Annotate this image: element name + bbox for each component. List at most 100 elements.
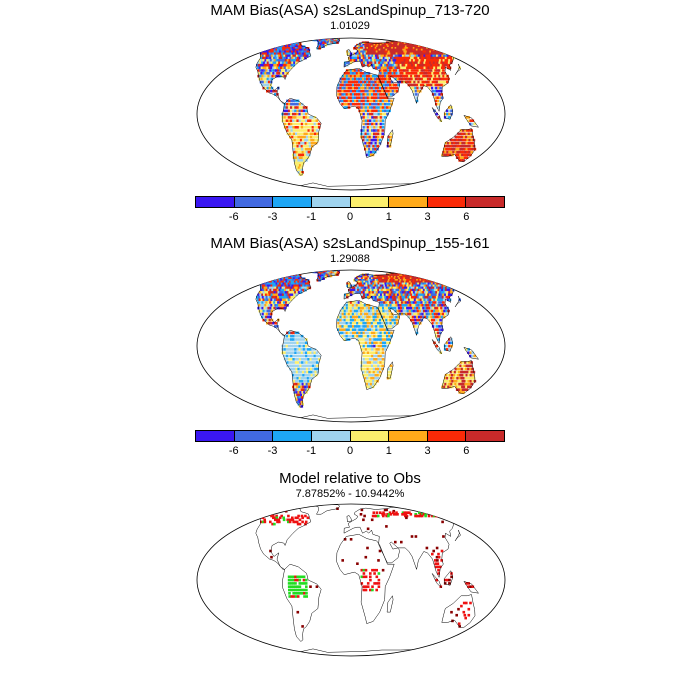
bias-cell xyxy=(307,284,311,288)
bias-cell xyxy=(368,141,371,145)
bias-cell xyxy=(285,338,289,341)
bias-cell xyxy=(434,42,438,46)
bias-cell xyxy=(469,373,473,377)
bias-cell xyxy=(458,382,461,386)
bias-cell xyxy=(281,54,285,58)
bias-cell xyxy=(392,54,396,58)
bias-cell xyxy=(419,304,422,307)
bias-cell xyxy=(414,272,417,275)
bias-cell xyxy=(364,293,368,297)
bias-cell xyxy=(400,275,404,279)
bias-cell xyxy=(311,348,314,351)
bias-cell xyxy=(369,348,372,351)
bias-cell xyxy=(443,277,447,280)
bias-cell xyxy=(297,159,300,162)
bias-cell xyxy=(414,277,418,280)
bias-cell xyxy=(418,284,422,288)
bias-cell xyxy=(322,43,326,47)
bias-cell xyxy=(286,126,289,129)
bias-cell xyxy=(409,298,413,302)
bias-cell xyxy=(381,93,384,96)
bias-cell xyxy=(450,376,453,380)
bias-cell xyxy=(261,69,264,72)
bias-cell xyxy=(444,376,447,380)
bias-cell xyxy=(379,275,383,279)
bias-cell xyxy=(437,86,440,90)
bias-cell xyxy=(285,122,289,126)
bias-cell xyxy=(485,156,488,159)
bias-cell xyxy=(438,45,442,48)
bias-cell xyxy=(274,293,277,297)
bias-cell xyxy=(425,293,428,297)
bias-cell xyxy=(371,328,374,331)
bias-cell xyxy=(456,382,459,386)
bias-cell xyxy=(282,284,286,288)
bias-cell xyxy=(414,54,417,58)
bias-cell xyxy=(370,89,374,93)
bias-cell xyxy=(470,138,474,142)
bias-cell xyxy=(259,43,263,47)
bias-cell xyxy=(379,338,383,341)
bias-cell xyxy=(260,288,263,292)
bias-cell xyxy=(440,275,443,279)
bias-cell xyxy=(376,315,380,319)
bias-cell xyxy=(411,41,415,44)
bias-cell xyxy=(286,279,290,282)
bias-cell xyxy=(465,367,468,371)
bias-cell xyxy=(434,63,437,67)
bias-cell xyxy=(430,52,434,56)
bias-cell xyxy=(408,284,411,288)
bias-cell xyxy=(388,288,391,292)
bias-cell xyxy=(449,385,452,389)
bias-cell xyxy=(367,306,371,310)
bias-cell xyxy=(431,89,435,93)
bias-cell xyxy=(305,361,308,364)
bias-cell xyxy=(271,63,274,67)
bias-cell xyxy=(449,370,453,374)
bias-cell xyxy=(259,273,263,276)
bias-cell xyxy=(378,63,382,67)
bias-cell xyxy=(375,325,378,328)
bias-cell xyxy=(458,135,462,139)
bias-cell xyxy=(431,318,434,322)
bias-cell xyxy=(402,61,406,65)
bias-cell xyxy=(257,69,261,72)
bias-cell xyxy=(388,52,392,56)
bias-cell xyxy=(379,69,382,72)
bias-cell xyxy=(372,293,375,297)
bias-cell xyxy=(297,42,300,46)
bias-cell xyxy=(380,48,383,52)
bias-cell xyxy=(423,66,427,70)
bias-cell xyxy=(411,284,415,288)
bias-cell xyxy=(354,328,357,331)
bias-cell xyxy=(419,280,422,284)
bias-cell xyxy=(263,69,266,72)
bias-cell xyxy=(295,54,299,58)
bias-cell xyxy=(362,286,365,290)
bias-cell xyxy=(417,274,421,278)
bias-cell xyxy=(399,295,403,299)
bias-cell xyxy=(408,277,411,280)
bias-cell xyxy=(314,370,317,374)
bias-cell xyxy=(454,135,458,139)
bias-cell xyxy=(439,47,442,50)
bias-cell xyxy=(285,344,289,348)
bias-cell xyxy=(414,275,418,279)
bias-cell xyxy=(434,306,437,310)
bias-cell xyxy=(416,45,419,48)
bias-cell xyxy=(457,388,461,391)
bias-cell xyxy=(353,80,357,84)
bias-cell xyxy=(307,379,310,383)
bias-cell xyxy=(288,41,291,44)
bias-cell xyxy=(362,364,365,368)
bias-cell xyxy=(415,298,419,302)
bias-cell xyxy=(433,66,436,70)
bias-cell xyxy=(404,284,407,288)
bias-cell xyxy=(414,306,417,310)
bias-cell xyxy=(274,56,278,60)
bias-cell xyxy=(429,77,432,81)
bias-cell xyxy=(401,54,405,58)
bias-cell xyxy=(429,61,432,65)
bias-cell xyxy=(399,59,403,62)
bias-cell xyxy=(388,338,391,341)
